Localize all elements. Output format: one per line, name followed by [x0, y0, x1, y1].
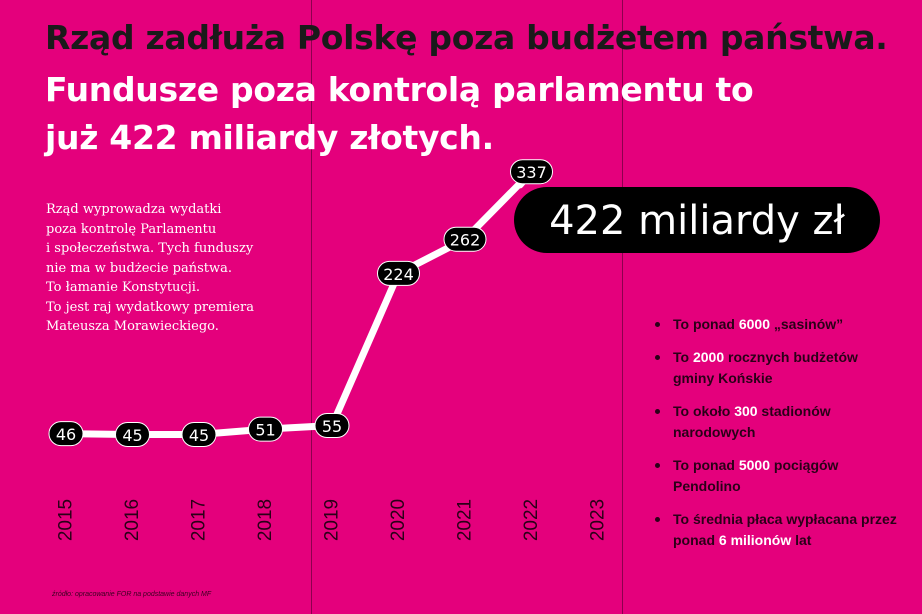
highlight-number: 5000: [738, 456, 770, 473]
intro-line: Rząd wyprowadza wydatki: [46, 202, 222, 217]
data-point: 51: [248, 416, 283, 442]
bullet-icon: [655, 408, 660, 414]
data-label: 45: [122, 426, 142, 445]
comparison-item: To 2000 rocznych budżetów gminy Końskie: [652, 347, 902, 390]
intro-line: Mateusza Morawieckiego.: [46, 319, 219, 334]
x-tick-label: 2021: [455, 499, 476, 541]
data-point: 46: [48, 421, 84, 447]
source-note: źródło: opracowanie FOR na podstawie dan…: [52, 591, 212, 598]
series-line: [62, 168, 535, 438]
divider-line-1: [311, 0, 312, 614]
intro-text: Rząd wyprowadza wydatki poza kontrolę Pa…: [46, 200, 306, 337]
intro-line: i społeczeństwa. Tych funduszy: [46, 241, 254, 256]
highlight-number: 2000: [692, 348, 725, 365]
data-bubble: [115, 422, 150, 447]
data-bubble: [248, 416, 283, 442]
highlight-number: 6000: [738, 316, 770, 332]
data-label-total: 422 miliardy zł: [549, 198, 845, 244]
data-label: 45: [189, 426, 209, 445]
data-bubble: [181, 422, 217, 447]
comparison-item: To średnia płaca wypłacana przez ponad 6…: [652, 509, 902, 552]
bullet-icon: [655, 462, 660, 468]
data-point: 45: [115, 422, 150, 447]
x-tick-label: 2023: [588, 499, 609, 541]
x-tick-label: 2018: [255, 499, 276, 541]
comparison-item: To ponad 5000 pociągów Pendolino: [652, 455, 902, 498]
data-point: 422 miliardy zł: [514, 187, 880, 253]
comparison-item: To około 300 stadionów narodowych: [652, 401, 902, 444]
data-bubble: [314, 413, 350, 438]
data-bubble: [510, 159, 553, 185]
data-label: 224: [383, 265, 414, 284]
data-point: 224: [377, 260, 420, 286]
x-tick-label: 2016: [122, 499, 143, 541]
bullet-icon: [655, 516, 660, 522]
data-point: 45: [181, 422, 217, 447]
intro-line: To jest raj wydatkowy premiera: [46, 299, 254, 315]
data-point: 55: [314, 413, 350, 438]
bullet-icon: [655, 354, 660, 360]
data-label: 337: [516, 163, 547, 182]
data-label: 262: [450, 231, 481, 250]
bullet-icon: [655, 322, 660, 327]
data-bubble: [48, 421, 84, 447]
x-tick-label: 2020: [388, 499, 409, 541]
x-tick-label: 2015: [56, 499, 77, 541]
data-label: 51: [255, 421, 275, 440]
headline-line-2: Fundusze poza kontrolą parlamentu to: [45, 70, 754, 109]
data-point: 337: [510, 159, 553, 185]
divider-line-2: [622, 0, 623, 614]
intro-line: poza kontrolę Parlamentu: [46, 221, 217, 237]
data-point: 262: [443, 226, 487, 252]
highlight-number: 6 milionów: [718, 532, 792, 548]
intro-line: To łamanie Konstytucji.: [46, 280, 201, 295]
x-tick-label: 2017: [189, 499, 210, 541]
headline-line-1: Rząd zadłuża Polskę poza budżetem państw…: [45, 18, 888, 57]
x-tick-label: 2019: [322, 499, 343, 541]
comparison-list: To ponad 6000 „sasinów” To 2000 rocznych…: [652, 314, 902, 563]
intro-line: nie ma w budżecie państwa.: [46, 260, 232, 276]
data-bubble: [377, 260, 420, 286]
data-bubble: [443, 226, 487, 252]
data-label: 46: [56, 425, 76, 444]
comparison-item: To ponad 6000 „sasinów”: [652, 314, 902, 336]
highlight-number: 300: [734, 402, 758, 419]
total-bubble: [514, 187, 880, 253]
x-tick-label: 2022: [521, 499, 542, 541]
headline-line-3: już 422 miliardy złotych.: [45, 118, 494, 157]
data-label: 55: [322, 417, 342, 436]
